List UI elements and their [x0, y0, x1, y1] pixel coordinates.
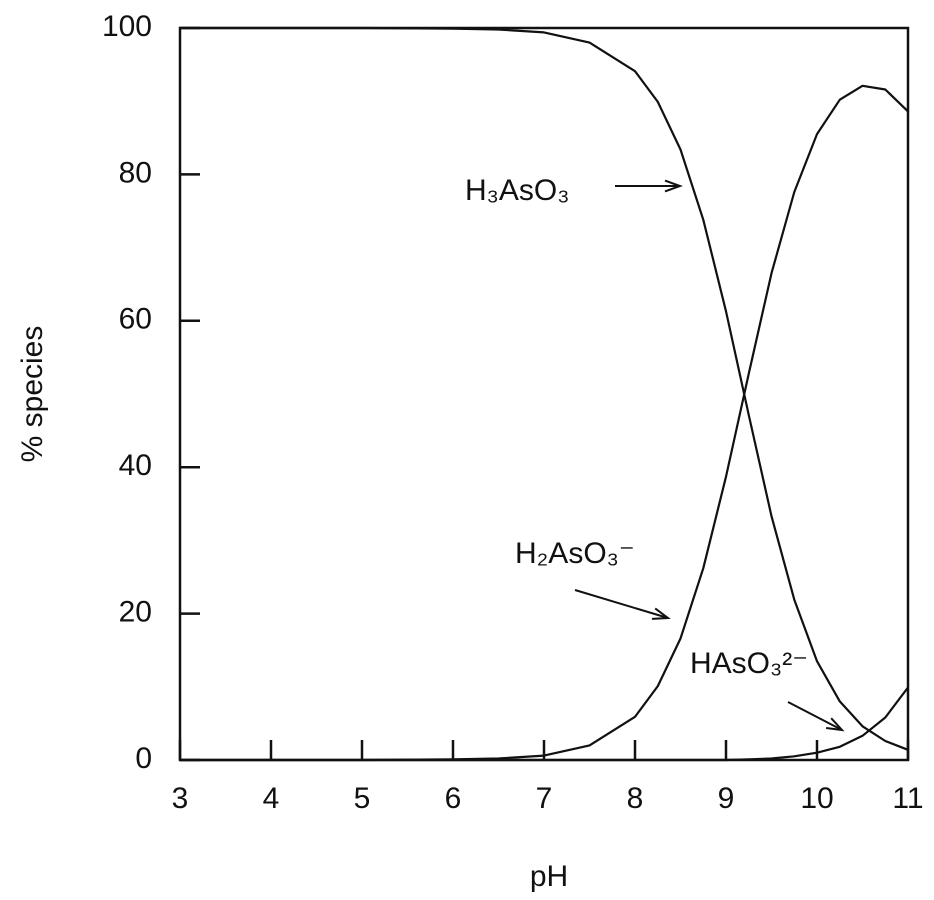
y-tick-label: 40 — [119, 449, 152, 482]
series-annotation: H₂AsO₃⁻ — [515, 537, 635, 570]
annotation-arrowhead — [826, 717, 845, 732]
annotation-arrow — [787, 701, 843, 731]
y-tick-label: 0 — [135, 742, 152, 775]
series-line — [180, 26, 909, 751]
y-tick-label: 60 — [119, 303, 152, 336]
x-tick-label: 8 — [627, 782, 644, 815]
x-tick-label: 7 — [536, 782, 553, 815]
series-annotation: H₃AsO₃ — [465, 174, 569, 207]
x-tick-label: 4 — [263, 782, 280, 815]
x-tick-label: 3 — [172, 782, 189, 815]
y-axis-label: % species — [16, 326, 49, 463]
x-tick-label: 10 — [800, 782, 833, 815]
y-tick-label: 20 — [119, 596, 152, 629]
x-tick-label: 5 — [354, 782, 371, 815]
y-tick-label: 100 — [102, 10, 152, 43]
x-tick-label: 11 — [892, 782, 923, 815]
x-tick-label: 6 — [445, 782, 462, 815]
annotation-arrowhead — [664, 179, 683, 193]
annotation-arrow — [574, 589, 669, 619]
y-tick-label: 80 — [119, 156, 152, 189]
annotation-arrowhead — [651, 607, 671, 620]
x-tick-label: 9 — [718, 782, 735, 815]
x-axis-label: pH — [530, 860, 568, 893]
series-annotation: HAsO₃²⁻ — [690, 647, 808, 680]
series-line — [180, 686, 909, 762]
